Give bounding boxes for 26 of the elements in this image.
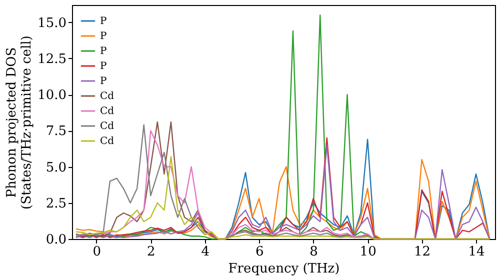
legend-label: Cd — [100, 91, 115, 102]
x-tick-label: 10 — [360, 244, 376, 260]
y-tick-label: 15.0 — [38, 16, 66, 31]
legend-label: P — [100, 76, 107, 87]
legend-label: P — [100, 46, 107, 57]
x-tick-label: 6 — [255, 244, 264, 260]
x-tick-label: 8 — [310, 244, 318, 260]
y-tick-label: 5.0 — [46, 160, 66, 176]
y-tick-label: 7.5 — [46, 124, 66, 140]
y-tick-label: 10.0 — [38, 88, 66, 104]
legend-label: Cd — [100, 121, 115, 132]
legend-label: Cd — [100, 106, 115, 117]
y-tick-label: 2.5 — [46, 196, 66, 212]
x-axis-title: Frequency (THz) — [228, 262, 340, 276]
x-tick-label: 0 — [92, 244, 102, 260]
y-tick-label: 12.5 — [38, 52, 66, 67]
x-tick-label: 12 — [414, 244, 431, 260]
x-tick-label: 2 — [146, 244, 156, 260]
legend-label: P — [100, 61, 107, 72]
legend-label: P — [100, 31, 107, 42]
x-tick-label: 14 — [468, 244, 485, 260]
y-axis-title: Phonon projected DOS (States/THz·primitive cell) — [4, 35, 35, 210]
legend-label: Cd — [100, 136, 115, 147]
legend-label: P — [100, 16, 107, 27]
x-tick-label: 4 — [201, 244, 210, 260]
y-tick-label: 0.0 — [46, 232, 66, 248]
